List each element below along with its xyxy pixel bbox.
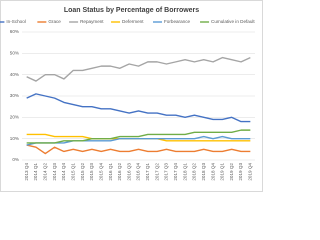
x-tick-label: 2017 Q1: [145, 163, 150, 181]
y-tick-label: 30%: [10, 93, 19, 98]
x-tick-label: 2018 Q1: [182, 163, 187, 181]
x-tick-label: 2018 Q2: [192, 163, 197, 181]
x-tick-label: 2017 Q4: [173, 163, 178, 181]
series-line: [26, 93, 251, 123]
y-tick-label: 60%: [10, 29, 19, 34]
series-line: [26, 144, 251, 155]
x-tick-label: 2013 Q4: [24, 163, 29, 181]
x-tick-label: 2018 Q3: [201, 163, 206, 181]
x-tick-label: 2017 Q2: [154, 163, 159, 181]
x-tick-label: 2014 Q2: [43, 163, 48, 181]
y-tick-label: 10%: [10, 136, 19, 141]
x-tick-label: 2014 Q1: [33, 163, 38, 181]
x-tick-label: 2016 Q2: [117, 163, 122, 181]
legend-label: In-School: [6, 19, 25, 24]
series-line: [26, 135, 251, 146]
legend-label: Cumulative in Default: [211, 19, 255, 24]
y-tick-label: 20%: [10, 115, 19, 120]
y-tick-label: 0%: [12, 157, 19, 162]
legend-label: Forbearance: [164, 19, 190, 24]
x-tick-label: 2015 Q2: [80, 163, 85, 181]
x-tick-label: 2015 Q3: [89, 163, 94, 181]
x-tick-label: 2014 Q3: [52, 163, 57, 181]
x-tick-label: 2015 Q1: [70, 163, 75, 181]
y-tick-label: 50%: [10, 51, 19, 56]
x-tick-label: 2016 Q1: [108, 163, 113, 181]
series-line: [26, 129, 251, 144]
chart: Loan Status by Percentage of Borrowers 0…: [0, 0, 263, 192]
chart-title: Loan Status by Percentage of Borrowers: [64, 7, 199, 14]
x-tick-label: 2019 Q1: [220, 163, 225, 181]
series-line: [26, 56, 251, 82]
page: {"chart_data": { "type": "line", "title"…: [0, 0, 263, 192]
x-tick-label: 2018 Q4: [210, 163, 215, 181]
x-tick-label: 2017 Q3: [164, 163, 169, 181]
legend-label: Grace: [48, 19, 61, 24]
x-tick-label: 2019 Q2: [229, 163, 234, 181]
y-tick-label: 40%: [10, 72, 19, 77]
legend-label: Deferment: [122, 19, 144, 24]
x-tick-label: 2015 Q4: [98, 163, 103, 181]
legend-label: Repayment: [80, 19, 104, 24]
x-tick-label: 2019 Q3: [238, 163, 243, 181]
x-tick-label: 2014 Q4: [61, 163, 66, 181]
x-tick-label: 2019 Q4: [248, 163, 253, 181]
x-tick-label: 2016 Q4: [136, 163, 141, 181]
x-tick-label: 2016 Q3: [126, 163, 131, 181]
